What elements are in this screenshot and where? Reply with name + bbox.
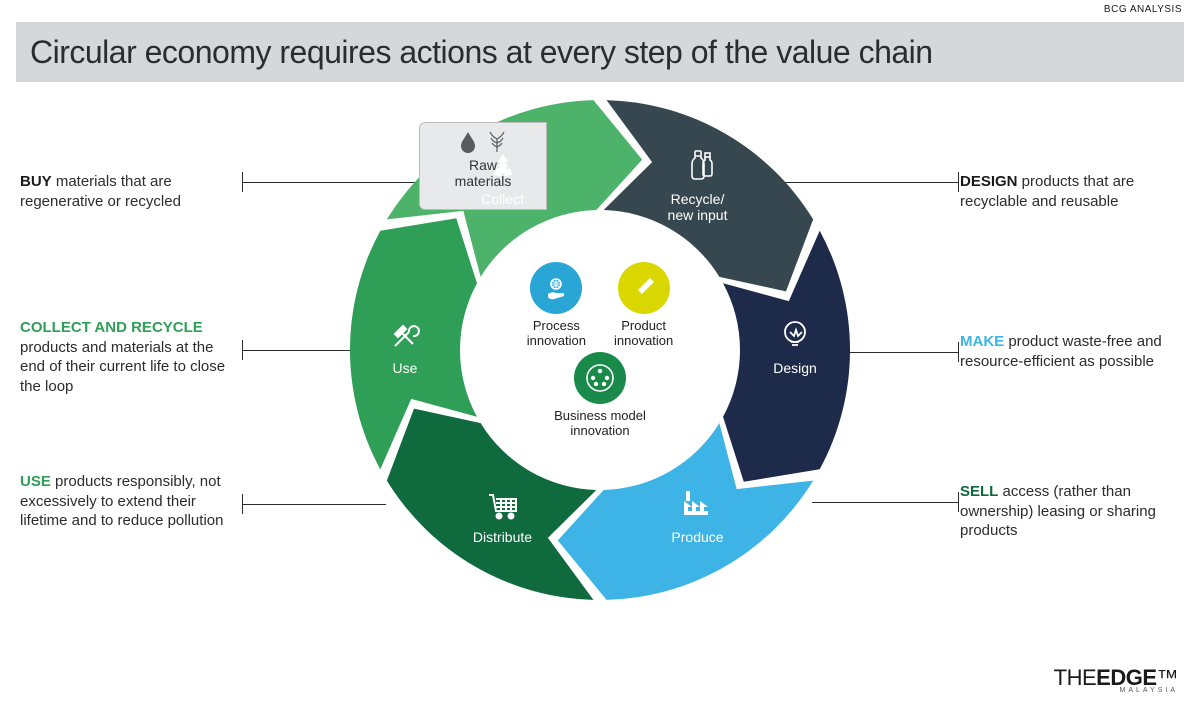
raw-materials-annex: Raw materials: [419, 122, 547, 210]
hub-product: Product innovation: [614, 262, 673, 348]
callout-kw: DESIGN: [960, 173, 1018, 190]
callout-collect: COLLECT AND RECYCLE products and materia…: [20, 318, 240, 396]
callout-use: USE products responsibly, not excessivel…: [20, 472, 240, 531]
pencil-icon: [618, 262, 670, 314]
drop-icon: [458, 131, 478, 153]
hub-process: Process innovation: [527, 262, 586, 348]
plant-icon: [486, 131, 508, 153]
footer-logo: THEEDGE™ MALAYSIA: [1054, 665, 1178, 694]
circular-diagram: BUY materials that are regenerative or r…: [0, 100, 1200, 654]
callout-kw: COLLECT AND RECYCLE: [20, 319, 203, 336]
callout-text: products and materials at the end of the…: [20, 339, 225, 395]
source-label: BCG ANALYSIS: [1104, 4, 1182, 15]
callout-text: products responsibly, not excessively to…: [20, 473, 223, 529]
annex-label-2: materials: [420, 173, 546, 189]
callout-kw: SELL: [960, 483, 998, 500]
callout-buy: BUY materials that are regenerative or r…: [20, 172, 240, 211]
brand-thin: THE: [1054, 665, 1097, 690]
value-chain-ring: Raw materials Recycle/new inputDesignPro…: [350, 100, 850, 600]
hub-business: Business model innovation: [554, 352, 646, 438]
annex-label-1: Raw: [420, 157, 546, 173]
page-title: Circular economy requires actions at eve…: [30, 34, 933, 71]
callout-make: MAKE product waste-free and resource-eff…: [960, 332, 1180, 371]
center-hub: Process innovation Product innovation Bu…: [480, 230, 720, 470]
callout-design: DESIGN products that are recyclable and …: [960, 172, 1180, 211]
connections-icon: [574, 352, 626, 404]
callout-kw: MAKE: [960, 333, 1004, 350]
hand-globe-icon: [530, 262, 582, 314]
title-bar: Circular economy requires actions at eve…: [16, 22, 1184, 82]
callout-kw: USE: [20, 473, 51, 490]
callout-kw: BUY: [20, 173, 52, 190]
annex-icons: [420, 131, 546, 153]
callout-sell: SELL access (rather than ownership) leas…: [960, 482, 1180, 541]
